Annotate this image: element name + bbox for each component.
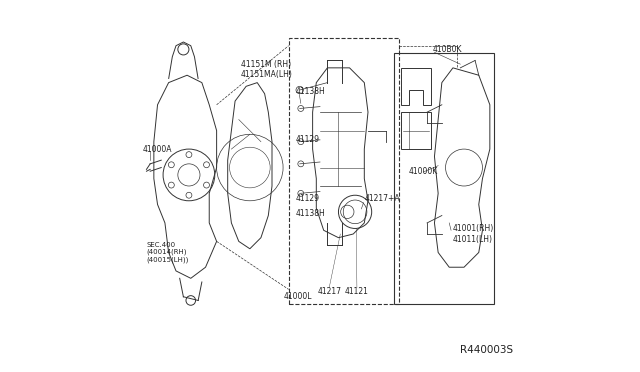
Text: 410B0K: 410B0K: [433, 45, 462, 54]
Text: 41000L: 41000L: [284, 292, 312, 301]
Text: 41129: 41129: [296, 135, 320, 144]
Text: 41138H: 41138H: [296, 209, 326, 218]
Text: 41151M (RH)
41151MA(LH): 41151M (RH) 41151MA(LH): [241, 60, 292, 79]
Text: R440003S: R440003S: [460, 345, 513, 355]
Text: 41001(RH)
41011(LH): 41001(RH) 41011(LH): [453, 224, 494, 244]
Bar: [394, 53, 493, 304]
Text: 41217: 41217: [317, 287, 341, 296]
Text: 41121: 41121: [345, 287, 369, 296]
Text: SEC.400
(40014(RH)
(40015(LH)): SEC.400 (40014(RH) (40015(LH)): [147, 242, 189, 263]
Text: 41129: 41129: [296, 195, 320, 203]
Text: 41138H: 41138H: [296, 87, 326, 96]
Text: 41217+A: 41217+A: [364, 195, 400, 203]
Text: 41000A: 41000A: [143, 145, 172, 154]
Text: 41000K: 41000K: [408, 167, 438, 176]
